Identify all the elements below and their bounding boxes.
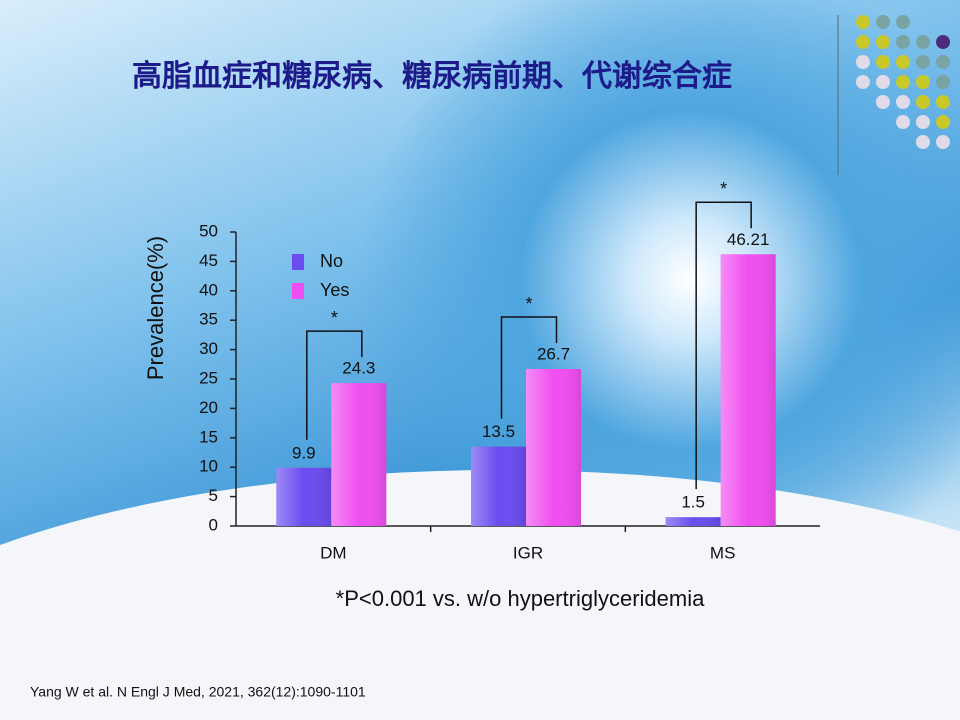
dot [936, 55, 950, 69]
dot [916, 95, 930, 109]
dot [856, 35, 870, 49]
y-tick-label: 50 [199, 221, 218, 240]
dot [916, 115, 930, 129]
dot [876, 15, 890, 29]
x-tick-label: MS [710, 543, 736, 562]
bar-shade [720, 254, 776, 526]
dot [916, 135, 930, 149]
significance-bracket [306, 330, 363, 440]
dot [936, 95, 950, 109]
significance-mark: * [525, 294, 532, 314]
dot [896, 95, 910, 109]
value-label: 13.5 [482, 422, 515, 441]
legend-swatch [292, 283, 304, 299]
significance-mark: * [720, 179, 727, 199]
dot [856, 55, 870, 69]
dot [896, 35, 910, 49]
decoration [856, 15, 950, 149]
dot [936, 35, 950, 49]
dot [856, 15, 870, 29]
value-label: 24.3 [342, 359, 375, 378]
legend-swatch [292, 254, 304, 270]
dot [916, 75, 930, 89]
source: Yang W et al. N Engl J Med, 2021, 362(12… [30, 684, 366, 700]
y-tick-label: 10 [199, 457, 218, 476]
bar-shade [331, 383, 387, 526]
dot [876, 35, 890, 49]
x-tick-label: DM [320, 543, 346, 562]
y-axis-label: Prevalence(%) [143, 236, 168, 380]
legend-label: Yes [320, 280, 349, 300]
y-tick-label: 40 [199, 280, 218, 299]
x-tick-label: IGR [513, 543, 543, 562]
value-label: 1.5 [681, 493, 705, 512]
y-tick-label: 0 [209, 515, 218, 534]
significance-bracket [695, 201, 752, 490]
dot [876, 55, 890, 69]
dot [896, 55, 910, 69]
dot [936, 75, 950, 89]
value-label: 26.7 [537, 344, 570, 363]
dot [936, 115, 950, 129]
y-tick-label: 30 [199, 339, 218, 358]
dot [896, 15, 910, 29]
legend-label: No [320, 251, 343, 271]
y-tick-label: 15 [199, 427, 218, 446]
footnote: *P<0.001 vs. w/o hypertriglyceridemia [336, 586, 705, 611]
y-tick-label: 35 [199, 310, 218, 329]
value-label: 9.9 [292, 443, 316, 462]
dot [916, 35, 930, 49]
dot [876, 75, 890, 89]
y-tick-label: 25 [199, 368, 218, 387]
value-label: 46.21 [727, 230, 770, 249]
dot [876, 95, 890, 109]
bar-shade [276, 467, 332, 526]
y-tick-label: 45 [199, 251, 218, 270]
dot [916, 55, 930, 69]
y-tick-label: 20 [199, 398, 218, 417]
bar-shade [471, 446, 526, 526]
bar-shade [665, 517, 721, 526]
dot [896, 75, 910, 89]
dot [896, 115, 910, 129]
y-tick-label: 5 [209, 486, 218, 505]
significance-mark: * [331, 308, 338, 328]
significance-bracket [500, 316, 558, 419]
bar-shade [526, 369, 581, 526]
dot [936, 135, 950, 149]
slide-title: 高脂血症和糖尿病、糖尿病前期、代谢综合症 [132, 59, 732, 93]
dot [856, 75, 870, 89]
